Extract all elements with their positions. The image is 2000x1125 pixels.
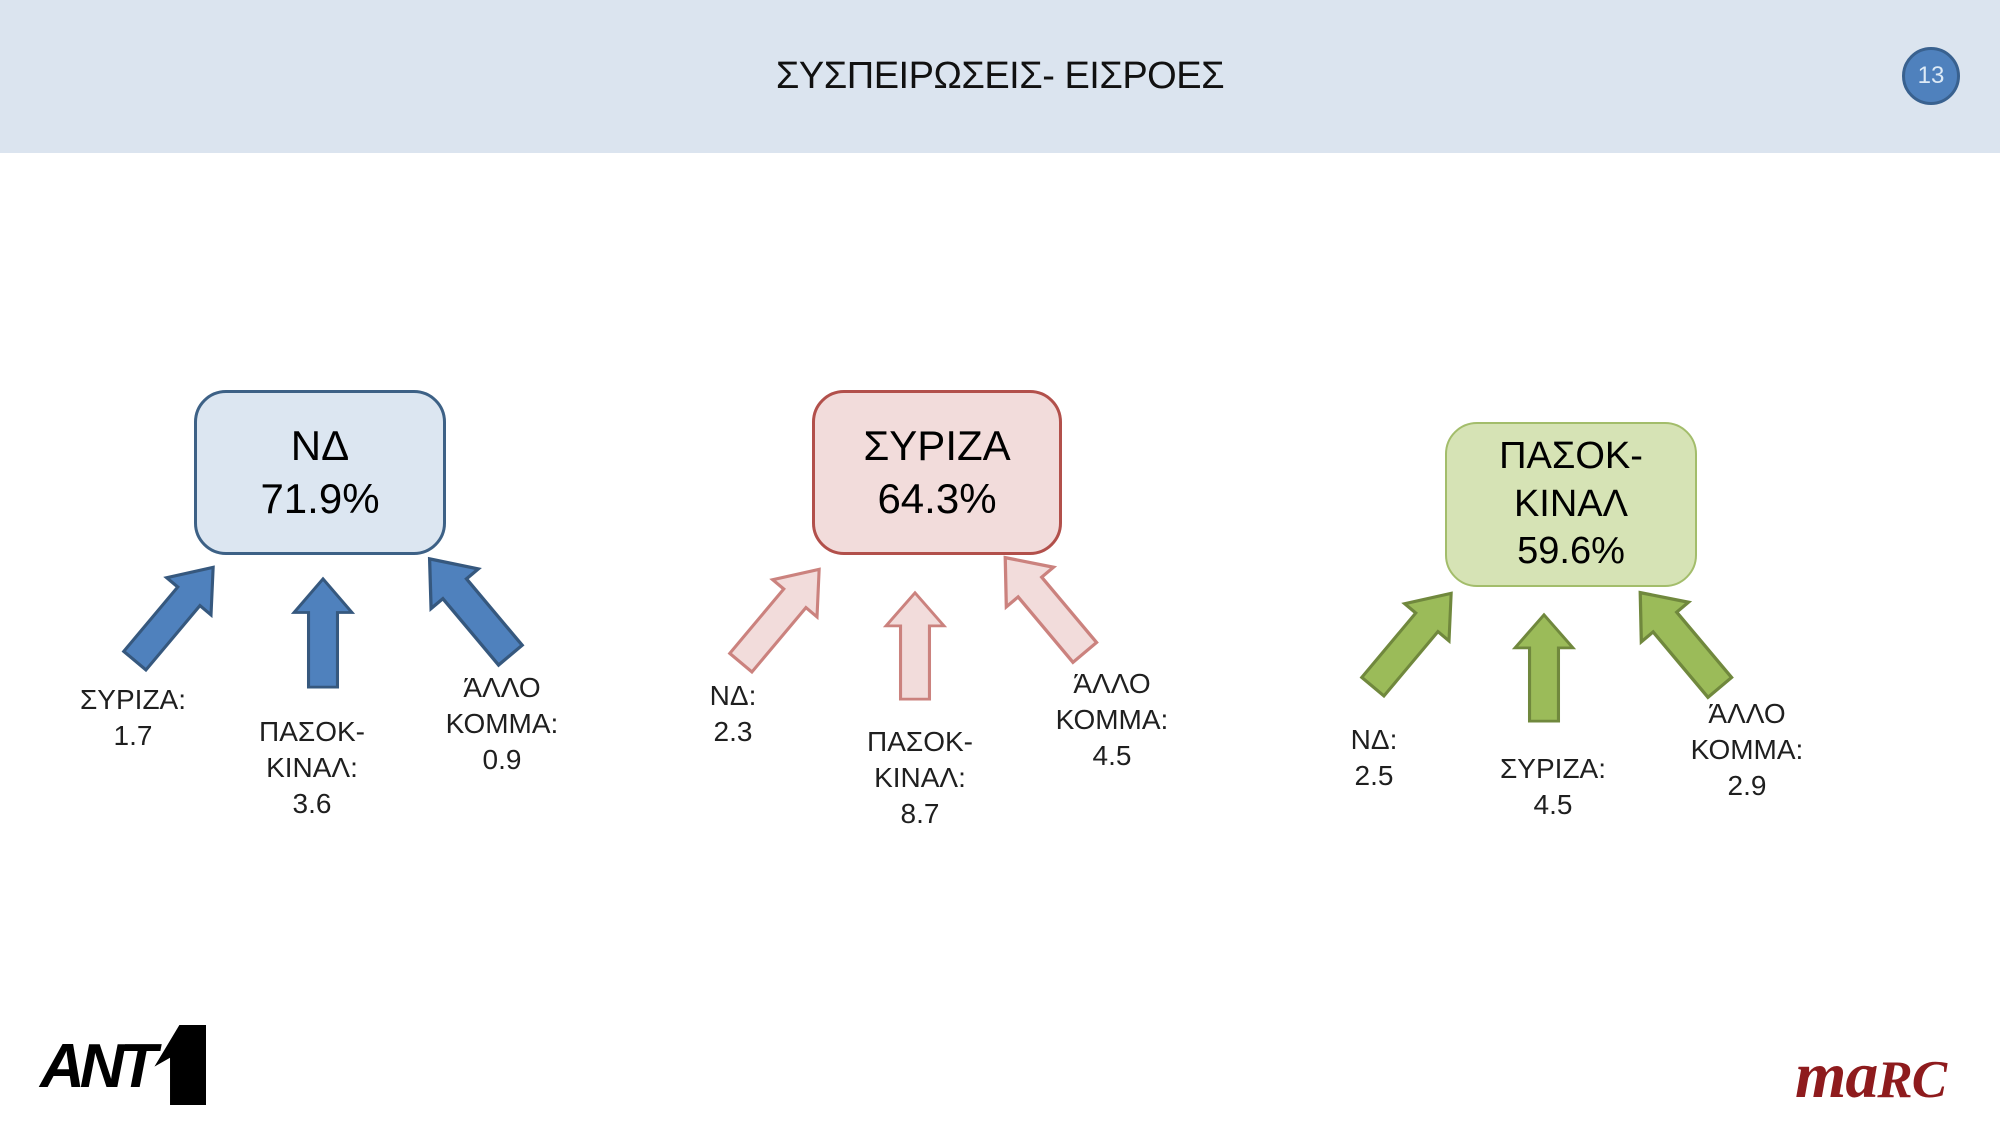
retention-value: 71.9%: [260, 474, 380, 522]
inflow-value: 4.5: [1533, 789, 1573, 820]
inflow-label-nd: ΝΔ: 2.5: [1284, 722, 1464, 794]
party-box-pasok-kinal: ΠΑΣΟΚ- ΚΙΝΑΛ 59.6%: [1445, 422, 1697, 587]
inflow-source: ΝΔ:: [709, 680, 757, 711]
inflow-label-other: ΆΛΛΟ ΚΟΜΜΑ: 0.9: [412, 670, 592, 778]
inflow-label-syriza: ΣΥΡΙΖΑ: 1.7: [43, 682, 223, 754]
page-title: ΣΥΣΠΕΙΡΩΣΕΙΣ- ΕΙΣΡΟΕΣ: [775, 55, 1225, 97]
inflow-source: ΚΟΜΜΑ:: [1055, 704, 1169, 735]
inflow-source: ΚΟΜΜΑ:: [1690, 734, 1804, 765]
inflow-source: ΠΑΣΟΚ-: [867, 726, 973, 757]
inflow-label-other: ΆΛΛΟ ΚΟΜΜΑ: 2.9: [1657, 696, 1837, 804]
inflow-label-syriza: ΣΥΡΙΖΑ: 4.5: [1463, 751, 1643, 823]
inflow-source: ΝΔ:: [1350, 724, 1398, 755]
marc-logo-text: ma: [1795, 1039, 1878, 1112]
inflow-arrow-icon: [290, 576, 356, 689]
inflow-value: 8.7: [900, 798, 940, 829]
retention-value: 64.3%: [877, 474, 997, 522]
inflow-label-pasok: ΠΑΣΟΚ- ΚΙΝΑΛ: 8.7: [830, 724, 1010, 832]
inflow-arrow-icon: [1511, 612, 1577, 723]
inflow-value: 2.3: [713, 716, 753, 747]
inflow-source: ΆΛΛΟ: [1073, 668, 1151, 699]
inflow-label-nd: ΝΔ: 2.3: [643, 678, 823, 750]
ant1-logo: ANT: [40, 1025, 207, 1105]
inflow-value: 2.9: [1727, 770, 1767, 801]
inflow-arrow-icon: [403, 536, 537, 678]
page-number-badge: 13: [1902, 47, 1960, 105]
inflow-arrow-icon: [1348, 572, 1476, 708]
party-name: ΠΑΣΟΚ-: [1499, 435, 1643, 478]
retention-value: 59.6%: [1517, 530, 1625, 573]
party-name: ΣΥΡΙΖΑ: [863, 421, 1011, 469]
party-box-nd: ΝΔ 71.9%: [194, 390, 446, 555]
inflow-value: 2.5: [1354, 760, 1394, 791]
slide-header: ΣΥΣΠΕΙΡΩΣΕΙΣ- ΕΙΣΡΟΕΣ: [0, 0, 2000, 153]
inflow-source: ΆΛΛΟ: [463, 672, 541, 703]
party-name: ΝΔ: [290, 421, 350, 469]
inflow-label-other: ΆΛΛΟ ΚΟΜΜΑ: 4.5: [1022, 666, 1202, 774]
inflow-value: 4.5: [1092, 740, 1132, 771]
inflow-arrow-icon: [716, 548, 844, 684]
inflow-value: 1.7: [113, 720, 153, 751]
ant1-numeral-icon: [154, 1025, 207, 1105]
inflow-label-pasok: ΠΑΣΟΚ- ΚΙΝΑΛ: 3.6: [222, 714, 402, 822]
inflow-source: ΆΛΛΟ: [1708, 698, 1786, 729]
inflow-source: ΣΥΡΙΖΑ:: [1500, 753, 1606, 784]
inflow-source: ΚΟΜΜΑ:: [445, 708, 559, 739]
inflow-source: ΣΥΡΙΖΑ:: [80, 684, 186, 715]
inflow-source: ΠΑΣΟΚ-: [259, 716, 365, 747]
party-box-syriza: ΣΥΡΙΖΑ 64.3%: [812, 390, 1062, 555]
inflow-arrow-icon: [1614, 570, 1747, 710]
ant1-logo-text: ANT: [40, 1032, 157, 1101]
inflow-arrow-icon: [110, 546, 238, 682]
inflow-arrow-icon: [882, 590, 948, 701]
marc-logo-text: RC: [1877, 1051, 1947, 1109]
inflow-source: ΚΙΝΑΛ:: [874, 762, 966, 793]
party-name: ΚΙΝΑΛ: [1513, 482, 1629, 525]
inflow-arrow-icon: [979, 535, 1112, 675]
inflow-source: ΚΙΝΑΛ:: [266, 752, 358, 783]
inflow-value: 0.9: [482, 744, 522, 775]
inflow-value: 3.6: [292, 788, 332, 819]
page-number: 13: [1917, 62, 1945, 89]
marc-logo: maRC: [1795, 1038, 1947, 1114]
